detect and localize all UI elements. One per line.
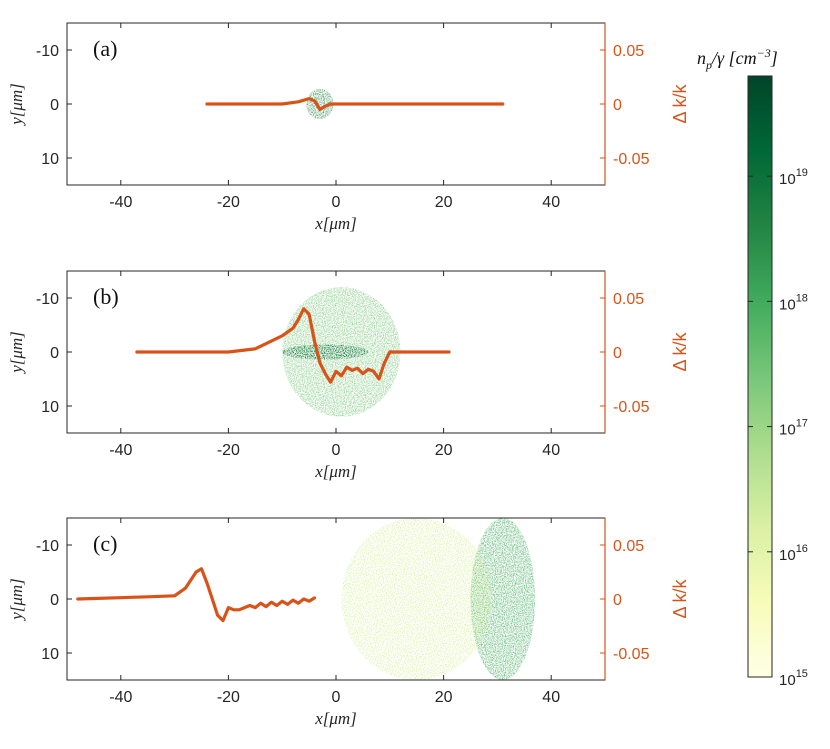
right-tick-label: 0 [613, 592, 622, 609]
x-tick-label: 40 [542, 689, 560, 706]
y-tick-label: 0 [50, 592, 59, 609]
delta-k-line [205, 97, 505, 111]
right-tick-label: -0.05 [613, 151, 650, 168]
y-axis-label: y[μm] [7, 83, 26, 127]
y-tick-label: -10 [36, 538, 59, 555]
colorbar-tick-label: 1018 [779, 292, 808, 313]
y-tick-label: -10 [36, 291, 59, 308]
density-map [306, 88, 334, 120]
delta-k-line [135, 307, 451, 384]
right-tick-label: 0.05 [613, 538, 644, 555]
x-tick-label: 20 [435, 689, 453, 706]
y-tick-label: 10 [41, 399, 59, 416]
panel-label: (b) [93, 284, 119, 309]
y-tick-label: 0 [50, 97, 59, 114]
colorbar: np/γ [cm−3] 1019 1018 1017 1016 1015 [697, 46, 808, 689]
panel-c: -40 -20 0 20 40 -10 0 10 0.05 0 -0.05 x[μm] y[μm] Δ k… [7, 517, 690, 728]
panel-label: (c) [93, 531, 117, 556]
x-axis-label: x[μm] [314, 462, 357, 481]
density-blob [282, 344, 369, 360]
density-blob [341, 518, 493, 680]
right-tick-label: -0.05 [613, 399, 650, 416]
x-tick-label: 0 [332, 689, 341, 706]
y-tick-label: 10 [41, 646, 59, 663]
right-tick-label: 0.05 [613, 43, 644, 60]
density-map [341, 518, 536, 680]
colorbar-ticks: 1019 1018 1017 1016 1015 [748, 167, 808, 689]
colorbar-title: np/γ [cm−3] [697, 46, 778, 72]
density-blob [306, 88, 334, 120]
colorbar-tick-label: 1016 [779, 543, 808, 564]
x-axis-label: x[μm] [314, 709, 357, 728]
panel-b: -40 -20 0 20 40 -10 0 10 0.05 0 -0.05 x[μm] y[μm] Δ k… [7, 270, 690, 481]
colorbar-gradient [747, 75, 773, 678]
x-axis-label: x[μm] [314, 214, 357, 233]
density-map [282, 287, 401, 417]
y-axis-label: y[μm] [7, 578, 26, 622]
x-tick-label: 20 [435, 194, 453, 211]
right-axis-label: Δ k/k [670, 331, 690, 371]
y-tick-label: 0 [50, 345, 59, 362]
x-tick-label: 40 [542, 442, 560, 459]
right-axis-label: Δ k/k [670, 578, 690, 618]
x-tick-label: -20 [217, 442, 240, 459]
x-tick-label: 0 [332, 194, 341, 211]
x-tick-label: 20 [435, 442, 453, 459]
right-axis-label: Δ k/k [670, 83, 690, 123]
right-tick-label: 0 [613, 345, 622, 362]
right-tick-label: 0.05 [613, 291, 644, 308]
colorbar-tick-label: 1019 [779, 167, 808, 188]
x-tick-label: 40 [542, 194, 560, 211]
colorbar-tick-label: 1017 [779, 418, 808, 439]
x-tick-label: -40 [109, 442, 132, 459]
x-tick-label: -20 [217, 194, 240, 211]
y-axis-label: y[μm] [7, 331, 26, 375]
right-tick-label: 0 [613, 97, 622, 114]
y-tick-label: -10 [36, 43, 59, 60]
x-tick-label: -40 [109, 689, 132, 706]
right-tick-label: -0.05 [613, 646, 650, 663]
x-tick-label: -20 [217, 689, 240, 706]
delta-k-line [76, 567, 317, 623]
density-blob [470, 518, 536, 680]
y-tick-label: 10 [41, 151, 59, 168]
x-tick-label: 0 [332, 442, 341, 459]
colorbar-tick-label: 1015 [779, 668, 808, 689]
x-tick-label: -40 [109, 194, 132, 211]
panel-label: (a) [93, 36, 117, 61]
panel-a: -40 -20 0 20 40 -10 0 10 0.05 0 -0.05 x[μm] y[μm] Δ k… [7, 22, 690, 233]
